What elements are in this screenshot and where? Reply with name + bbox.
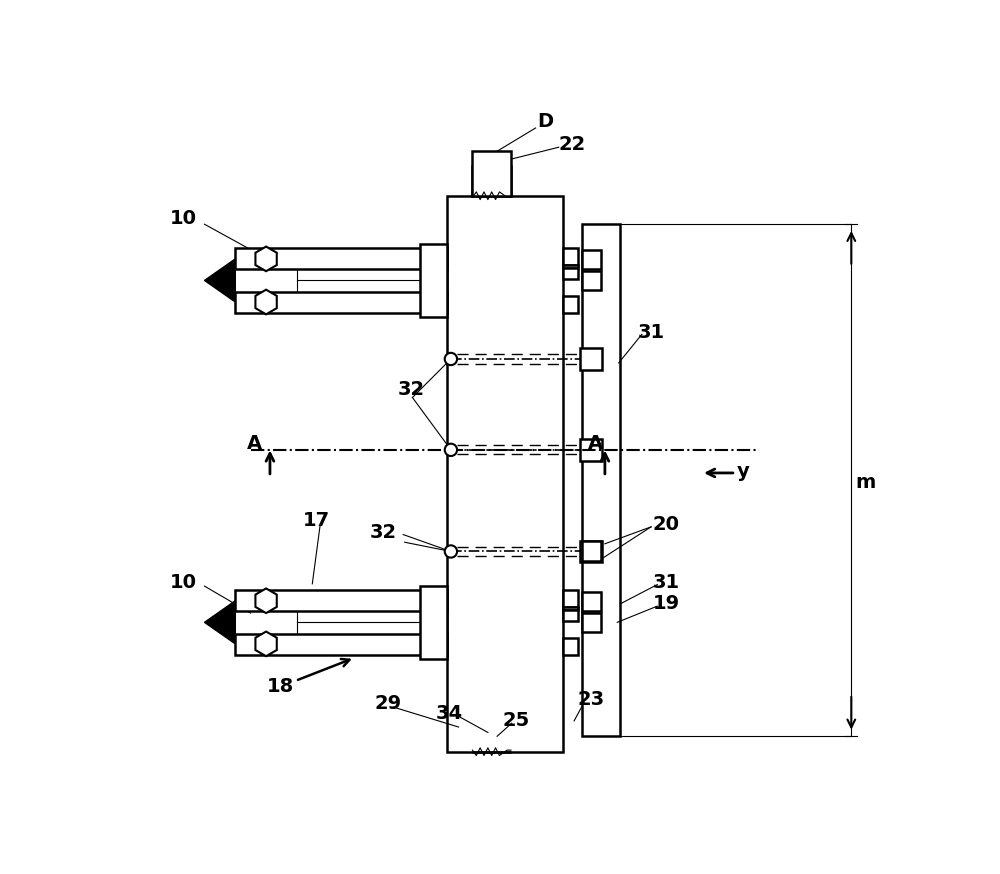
Text: 23: 23: [577, 690, 605, 709]
Polygon shape: [205, 600, 235, 644]
Text: 10: 10: [169, 572, 196, 592]
Text: y: y: [737, 461, 750, 481]
Bar: [420, 244, 447, 316]
Text: 31: 31: [653, 572, 680, 592]
Bar: [563, 248, 578, 265]
Text: D: D: [537, 113, 553, 131]
Text: 29: 29: [374, 695, 401, 713]
Text: 32: 32: [397, 380, 424, 399]
Polygon shape: [255, 289, 277, 315]
Bar: [582, 592, 601, 611]
Circle shape: [445, 545, 457, 558]
Bar: [420, 586, 447, 658]
Text: 31: 31: [638, 323, 665, 342]
Bar: [580, 348, 602, 370]
Text: 20: 20: [653, 515, 680, 534]
Bar: [235, 590, 447, 611]
Bar: [563, 295, 578, 313]
Circle shape: [445, 444, 457, 456]
Text: 10: 10: [169, 210, 196, 228]
Bar: [582, 542, 601, 561]
Polygon shape: [255, 246, 277, 271]
Text: 19: 19: [653, 594, 680, 614]
Polygon shape: [255, 632, 277, 656]
Bar: [563, 610, 578, 621]
Bar: [582, 613, 601, 632]
Bar: [582, 250, 601, 269]
Bar: [580, 541, 602, 562]
Text: 34: 34: [436, 704, 463, 723]
Bar: [580, 439, 602, 461]
Bar: [235, 248, 447, 269]
Polygon shape: [255, 588, 277, 613]
Bar: [447, 196, 563, 752]
Bar: [235, 634, 447, 655]
Bar: [563, 268, 578, 279]
Text: 25: 25: [503, 711, 530, 731]
Bar: [472, 151, 511, 196]
Bar: [582, 271, 601, 290]
Polygon shape: [205, 259, 235, 302]
Text: A: A: [247, 434, 262, 454]
Text: 17: 17: [303, 511, 330, 531]
Bar: [235, 292, 447, 313]
Bar: [563, 590, 578, 607]
Circle shape: [445, 353, 457, 365]
Bar: [563, 607, 578, 610]
Bar: [582, 225, 620, 736]
Text: m: m: [855, 473, 875, 492]
Bar: [563, 265, 578, 268]
Bar: [563, 638, 578, 655]
Text: 18: 18: [266, 676, 294, 696]
Text: A: A: [588, 434, 603, 454]
Text: 22: 22: [559, 135, 586, 155]
Text: 32: 32: [370, 523, 397, 542]
